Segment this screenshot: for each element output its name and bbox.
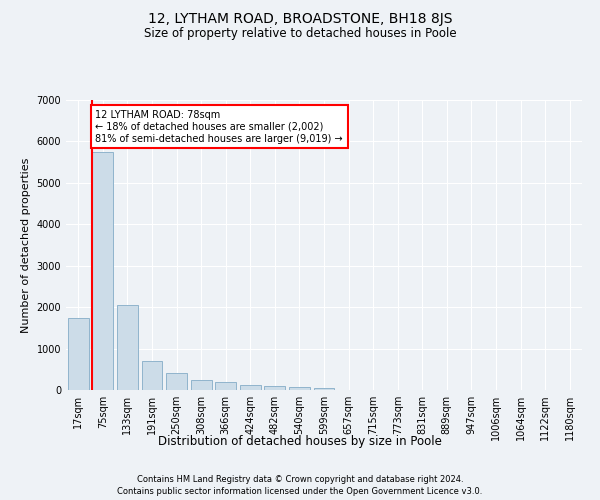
Bar (314, 388, 334, 390)
Bar (215, 382, 236, 390)
Bar (166, 372, 187, 390)
Text: Size of property relative to detached houses in Poole: Size of property relative to detached ho… (143, 28, 457, 40)
Text: 12 LYTHAM ROAD: 78sqm
← 18% of detached houses are smaller (2,002)
81% of semi-d: 12 LYTHAM ROAD: 78sqm ← 18% of detached … (95, 110, 343, 144)
Bar (240, 384, 261, 390)
Bar (92, 152, 113, 390)
Text: Contains HM Land Registry data © Crown copyright and database right 2024.: Contains HM Land Registry data © Crown c… (137, 475, 463, 484)
Bar (265, 386, 286, 390)
Bar (142, 361, 163, 390)
Bar (117, 305, 138, 390)
Bar (68, 318, 89, 390)
Y-axis label: Number of detached properties: Number of detached properties (21, 158, 31, 332)
Bar (191, 380, 212, 390)
Text: Distribution of detached houses by size in Poole: Distribution of detached houses by size … (158, 435, 442, 448)
Bar (289, 387, 310, 390)
Text: Contains public sector information licensed under the Open Government Licence v3: Contains public sector information licen… (118, 488, 482, 496)
Text: 12, LYTHAM ROAD, BROADSTONE, BH18 8JS: 12, LYTHAM ROAD, BROADSTONE, BH18 8JS (148, 12, 452, 26)
